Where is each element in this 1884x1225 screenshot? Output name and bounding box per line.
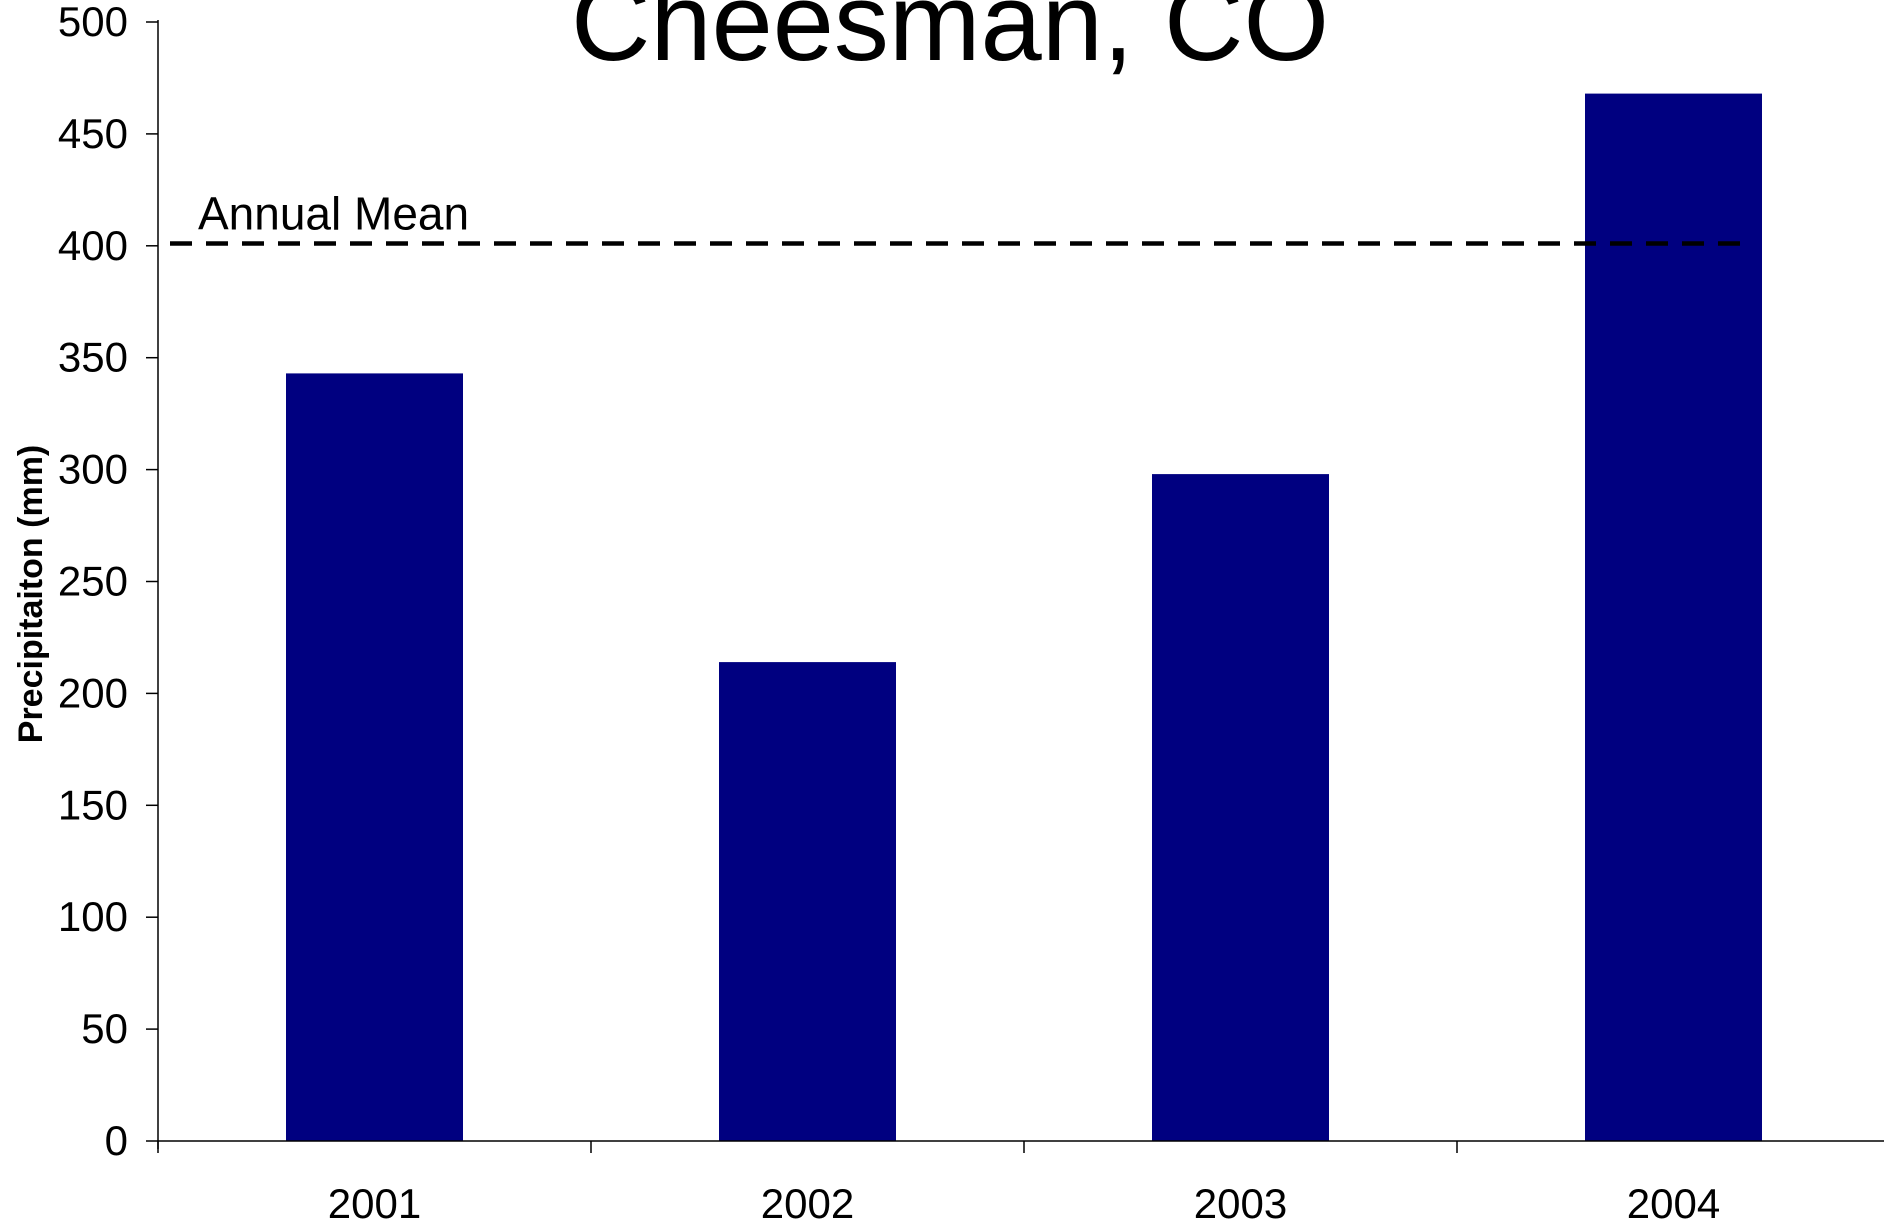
bar-2004	[1585, 93, 1762, 1142]
bar-2002	[719, 662, 896, 1141]
annual-mean-label: Annual Mean	[198, 188, 469, 240]
x-tick-label-2004: 2004	[1627, 1180, 1720, 1225]
bars-group	[286, 93, 1762, 1142]
x-tick-label-2003: 2003	[1194, 1180, 1287, 1225]
y-tick-label-150: 150	[58, 781, 128, 828]
y-tick-label-500: 500	[58, 0, 128, 45]
y-tick-label-300: 300	[58, 446, 128, 493]
bar-2001	[286, 373, 463, 1141]
x-axis: 2001 2002 2003 2004	[157, 1140, 1884, 1225]
y-tick-label-100: 100	[58, 893, 128, 940]
x-tick-label-2002: 2002	[761, 1180, 854, 1225]
annual-mean-group: Annual Mean	[170, 188, 1750, 246]
y-tick-label-0: 0	[105, 1117, 128, 1164]
bar-2003	[1152, 474, 1329, 1142]
y-tick-label-200: 200	[58, 669, 128, 716]
y-axis: 0 50 100 150 200 250 300 350 400 450 500	[58, 0, 159, 1164]
y-tick-label-250: 250	[58, 558, 128, 605]
y-tick-label-50: 50	[81, 1005, 128, 1052]
y-tick-label-450: 450	[58, 110, 128, 157]
y-tick-label-350: 350	[58, 334, 128, 381]
chart-title: Cheesman, CO	[571, 0, 1329, 84]
x-tick-label-2001: 2001	[328, 1180, 421, 1225]
y-tick-label-400: 400	[58, 222, 128, 269]
y-axis-title: Precipitaiton (mm)	[12, 445, 50, 743]
